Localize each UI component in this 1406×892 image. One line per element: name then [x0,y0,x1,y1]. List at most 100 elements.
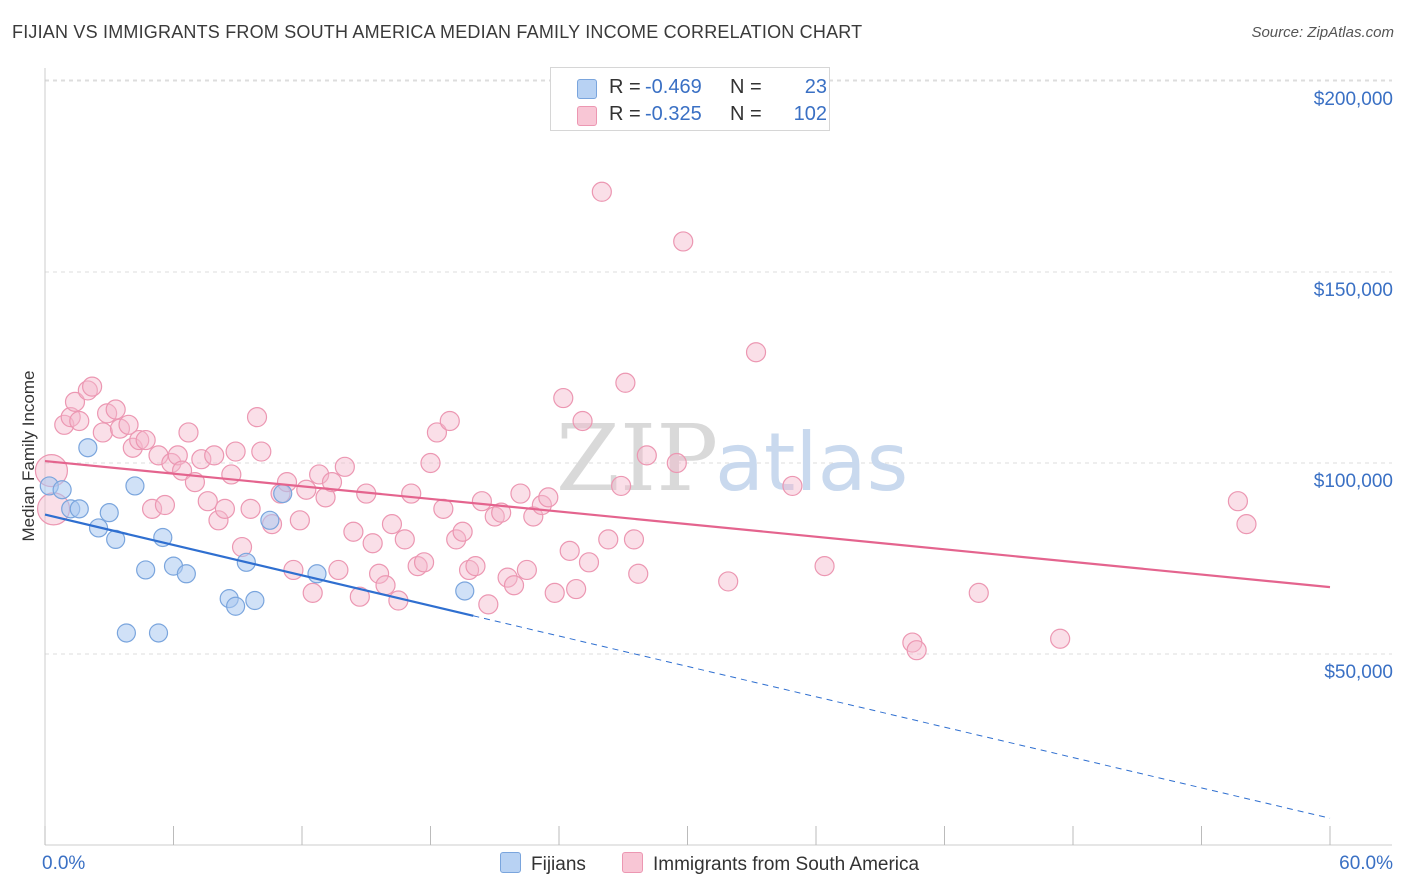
data-point [452,521,473,542]
bottom-legend-fijians: Fijians [500,852,586,876]
data-point [69,410,90,432]
data-point [208,510,229,531]
data-point [78,438,98,458]
data-point [433,498,454,519]
tick-labels: $50,000 $100,000 $150,000 $200,000 0.0% 60.0% [42,89,1393,874]
data-point [591,181,612,202]
trendline-immigrants [44,459,1331,589]
data-point [99,503,119,523]
data-point [135,429,156,451]
data-point [566,578,587,600]
correlation-legend: R = -0.469 N = 23 R = -0.325 N = 102 [550,67,830,131]
data-point [458,559,480,581]
data-point [1050,628,1071,649]
data-point [420,452,441,474]
data-point [167,445,188,466]
data-point [673,231,694,252]
data-point [968,582,989,603]
data-point [260,510,280,530]
data-point [245,590,265,611]
data-point [544,582,565,603]
series-immigrants-points [34,181,1257,661]
data-point [375,575,396,596]
data-point [465,556,486,577]
data-point [334,456,355,477]
data-point [309,464,330,485]
y-tick-label: $150,000 [1314,280,1393,301]
data-point [273,483,293,504]
data-point [105,399,126,420]
data-point [503,575,525,596]
trend-lines [44,459,1331,819]
data-point [154,494,176,516]
data-point [82,376,103,397]
data-point [1227,491,1249,512]
y-tick-label: $50,000 [1324,662,1393,683]
data-point [401,483,422,504]
data-point [225,441,246,462]
bottom-legend-swatch-pink [622,852,643,873]
data-point [362,533,383,554]
legend-n-label: N = [730,76,762,98]
y-axis-label: Median Family Income [19,370,38,541]
data-point [553,387,574,409]
watermark-atlas: atlas [715,416,908,509]
y-tick-label: $200,000 [1314,89,1393,110]
data-point [718,571,739,592]
data-point [214,498,235,519]
data-point [283,559,304,581]
data-point [628,563,649,584]
data-point [178,422,199,443]
data-point [559,540,580,561]
data-point [349,586,370,607]
data-point [523,506,544,527]
data-point [615,372,636,393]
data-point [510,483,531,504]
legend-r-label: R = [609,76,641,98]
data-point [611,475,632,497]
trendline-fijians-extension [473,615,1331,819]
data-point [745,342,767,363]
data-point [328,559,349,581]
bottom-legend-label: Fijians [531,854,586,875]
legend-n-label: N = [730,103,762,125]
data-point [246,407,268,428]
data-point [666,452,687,474]
data-point [197,491,218,512]
data-point [125,476,145,496]
data-point [572,410,593,432]
data-point [394,529,415,550]
data-point [118,414,139,435]
legend-swatch-pink [577,106,597,126]
data-point [204,445,225,466]
data-point [343,521,364,542]
data-point [92,422,113,443]
data-point [906,640,927,661]
data-point [426,422,448,443]
data-point [814,556,835,577]
data-point [302,582,323,603]
trendline-fijians [44,513,474,617]
source-label: Source: ZipAtlas.com [1251,24,1394,41]
y-tick-label: $100,000 [1314,471,1393,492]
data-point [413,552,435,573]
data-point [478,594,499,615]
bottom-legend-immigrants: Immigrants from South America [622,852,919,876]
data-point [251,441,272,462]
legend-n-value: 23 [804,76,827,98]
data-point [148,623,169,643]
data-point [136,560,156,580]
data-point [381,514,403,535]
data-point [129,429,150,451]
data-point [69,499,89,519]
data-point [578,552,600,573]
data-point [623,529,645,550]
bottom-legend-swatch-blue [500,852,521,873]
data-point [64,391,86,412]
data-point [191,449,212,470]
data-point [369,563,390,584]
data-point [516,559,537,581]
data-point [636,445,657,466]
data-point [289,510,310,531]
data-point [455,581,475,601]
